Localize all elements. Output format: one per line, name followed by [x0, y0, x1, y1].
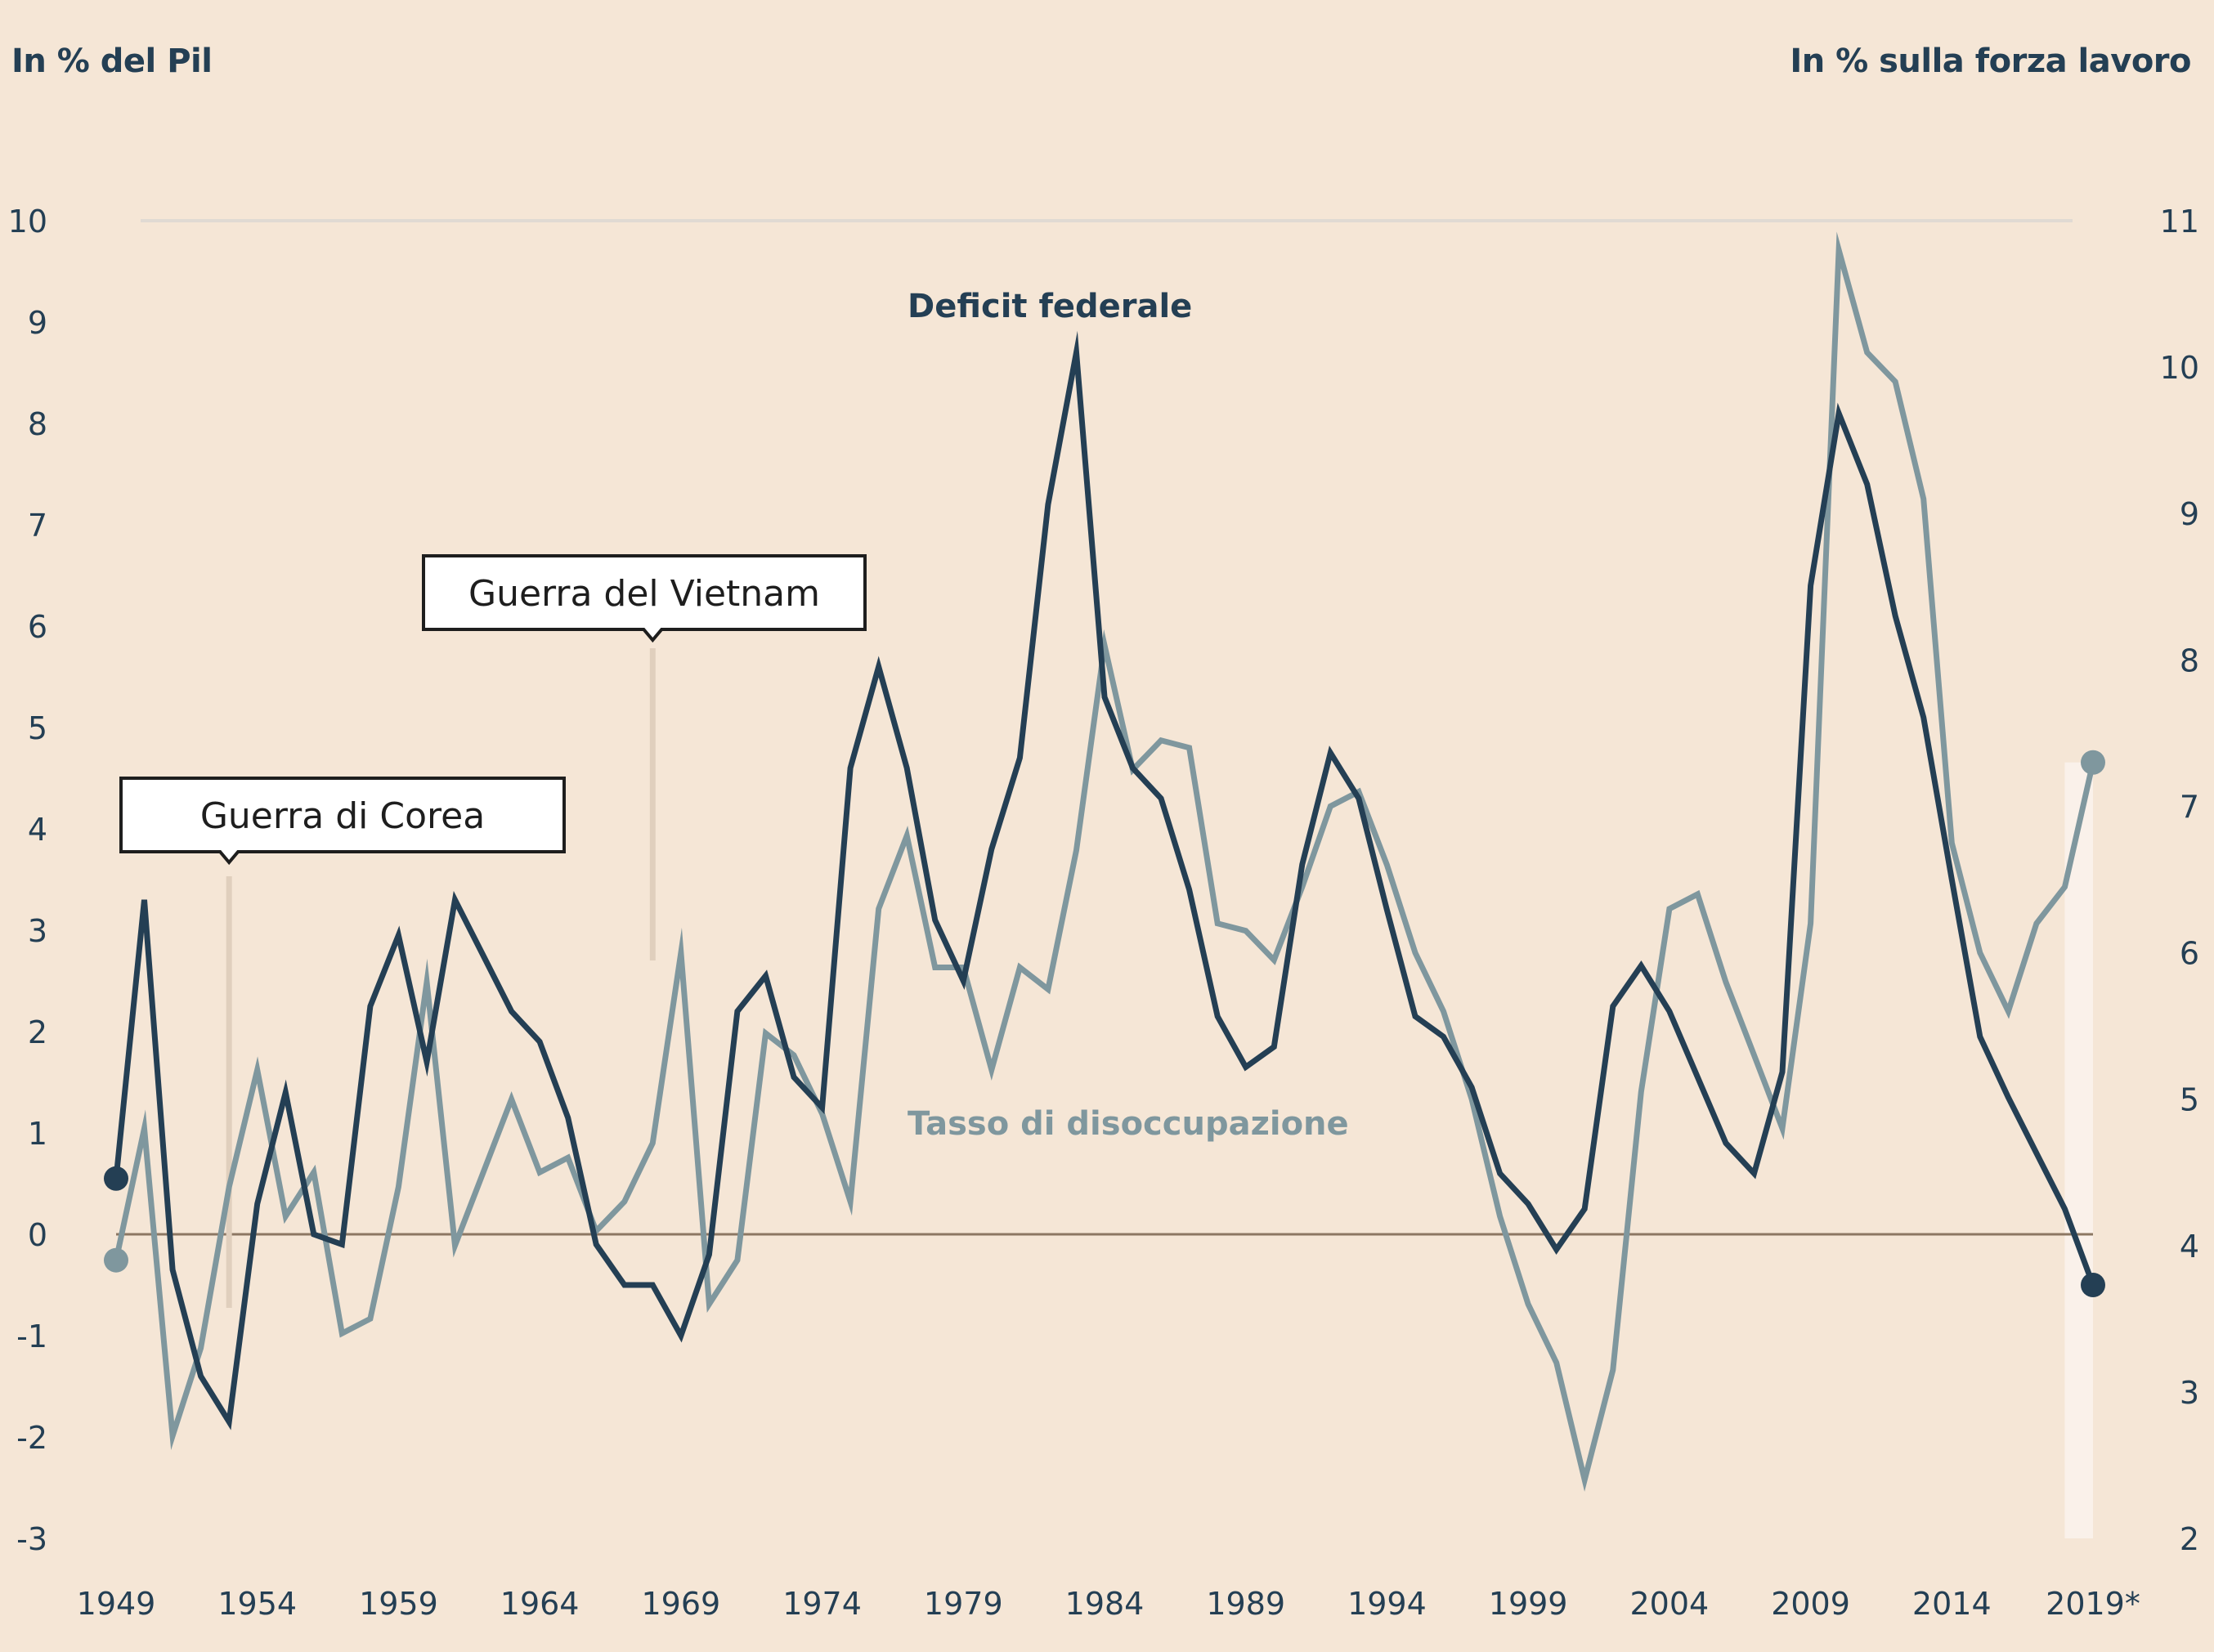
x-axis-tick: 1989	[1206, 1586, 1285, 1622]
right-axis-tick: 7	[2180, 789, 2199, 825]
right-axis-tick: 6	[2180, 936, 2199, 972]
right-axis-tick: 9	[2180, 496, 2199, 532]
x-axis-tick: 1964	[500, 1586, 580, 1622]
annotation-callout: Guerra di Corea	[119, 777, 566, 866]
left-axis-tick: 0	[28, 1217, 47, 1253]
unemployment-endpoint-marker	[104, 1247, 128, 1273]
left-axis-tick: -2	[16, 1420, 47, 1456]
x-axis-tick: 2014	[1912, 1586, 1992, 1622]
left-axis-tick: -1	[16, 1318, 47, 1354]
left-axis-tick: 10	[8, 204, 47, 240]
x-axis-tick: 1959	[359, 1586, 438, 1622]
deficit-endpoint-marker	[104, 1166, 128, 1191]
right-axis-tick: 8	[2180, 642, 2199, 678]
x-axis-tick: 1949	[77, 1586, 156, 1622]
annotation-box	[119, 777, 566, 866]
right-axis-tick: 10	[2160, 350, 2199, 386]
left-axis-tick: 4	[28, 812, 47, 848]
forecast-band	[2064, 762, 2093, 1538]
left-axis-tick: 8	[28, 406, 47, 442]
annotation-label: Guerra del Vietnam	[468, 573, 820, 615]
x-axis-tick: 1954	[217, 1586, 297, 1622]
right-axis-tick: 3	[2180, 1375, 2199, 1411]
right-axis-tick: 4	[2180, 1229, 2199, 1265]
x-axis-tick: 1994	[1347, 1586, 1427, 1622]
right-axis-title: In % sulla forza lavoro	[1790, 43, 2191, 80]
x-axis-tick: 2004	[1629, 1586, 1709, 1622]
annotation-box	[422, 554, 867, 643]
right-axis-tick: 2	[2180, 1521, 2199, 1557]
unemployment-endpoint-marker	[2081, 750, 2105, 775]
x-axis-tick: 1979	[924, 1586, 1003, 1622]
x-axis-tick: 2019*	[2046, 1586, 2140, 1622]
right-axis-tick: 5	[2180, 1082, 2199, 1118]
left-axis-tick: -3	[16, 1521, 47, 1557]
left-axis-tick: 2	[28, 1014, 47, 1050]
left-axis-tick: 6	[28, 609, 47, 645]
x-axis-tick: 1984	[1065, 1586, 1145, 1622]
left-axis-tick: 9	[28, 305, 47, 341]
x-axis-tick: 2009	[1771, 1586, 1850, 1622]
series-label-deficit: Deficit federale	[908, 288, 1192, 325]
left-axis-tick: 5	[28, 710, 47, 746]
left-axis-tick: 1	[28, 1116, 47, 1152]
left-axis-tick: 3	[28, 913, 47, 949]
deficit-line	[113, 330, 2096, 1430]
annotation-callout: Guerra del Vietnam	[422, 554, 867, 643]
annotation-label: Guerra di Corea	[200, 795, 485, 837]
left-axis-title: In % del Pil	[11, 43, 213, 80]
series-label-unemployment: Tasso di disoccupazione	[908, 1105, 1349, 1143]
unemployment-line	[113, 231, 2096, 1492]
x-axis-tick: 1999	[1489, 1586, 1568, 1622]
x-axis-tick: 1974	[782, 1586, 862, 1622]
right-axis-tick: 11	[2160, 204, 2199, 240]
left-axis-tick: 7	[28, 508, 47, 544]
x-axis-tick: 1969	[641, 1586, 720, 1622]
deficit-endpoint-marker	[2081, 1273, 2105, 1297]
